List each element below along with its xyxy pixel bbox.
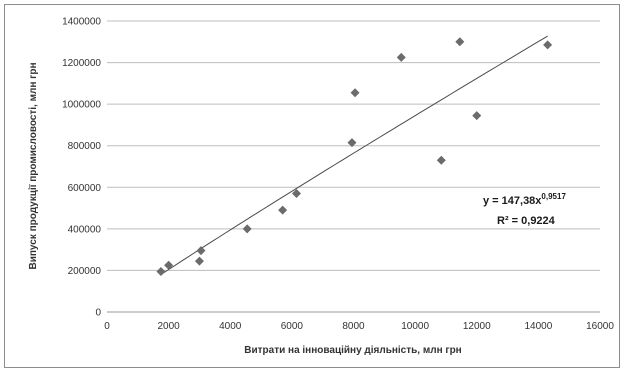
data-point: [194, 256, 204, 266]
x-tick-label: 16000: [586, 321, 614, 332]
data-points: [156, 37, 553, 276]
x-tick-label: 14000: [524, 321, 552, 332]
data-point: [436, 155, 446, 165]
y-tick-label: 400000: [68, 224, 102, 235]
trendline-equation-exponent: 0,9517: [541, 192, 566, 201]
x-tick-label: 12000: [463, 321, 491, 332]
x-axis-title: Витрати на інноваційну діяльність, млн г…: [244, 345, 461, 356]
data-point: [242, 224, 252, 234]
data-point: [396, 52, 406, 62]
data-point: [291, 189, 301, 199]
x-tick-labels: 0 2000 4000 6000 8000 10000 12000 14000 16000: [104, 321, 614, 332]
x-tick-label: 10000: [401, 321, 429, 332]
data-point: [196, 246, 206, 256]
trendline: [160, 35, 548, 276]
trendline-r2: R² = 0,9224: [497, 215, 556, 227]
y-tick-label: 0: [95, 308, 101, 319]
data-point: [472, 111, 482, 121]
x-tick-label: 0: [104, 321, 110, 332]
x-tick-label: 6000: [281, 321, 304, 332]
y-tick-label: 600000: [68, 183, 102, 194]
trendline-equation: y = 147,38x0,9517: [483, 192, 566, 207]
y-tick-label: 1400000: [62, 17, 101, 28]
data-point: [164, 260, 174, 270]
gridlines: [107, 20, 600, 271]
data-point: [278, 205, 288, 215]
data-point: [156, 266, 166, 276]
x-tick-label: 4000: [219, 321, 242, 332]
y-axis-title: Випуск продукції промисловості, млн грн: [28, 63, 39, 270]
data-point: [350, 88, 360, 98]
data-point: [543, 40, 553, 50]
y-tick-label: 1000000: [62, 100, 101, 111]
data-point: [455, 37, 465, 47]
chart-frame: [4, 4, 620, 368]
y-tick-labels: 0 200000 400000 600000 800000 1000000 1200000 1…: [62, 17, 101, 319]
data-point: [347, 138, 357, 148]
x-tick-label: 2000: [158, 321, 181, 332]
y-tick-label: 800000: [68, 141, 102, 152]
y-tick-label: 200000: [68, 266, 102, 277]
trendline-equation-main: y = 147,38x: [483, 195, 542, 207]
x-tick-label: 8000: [342, 321, 365, 332]
y-tick-label: 1200000: [62, 58, 101, 69]
